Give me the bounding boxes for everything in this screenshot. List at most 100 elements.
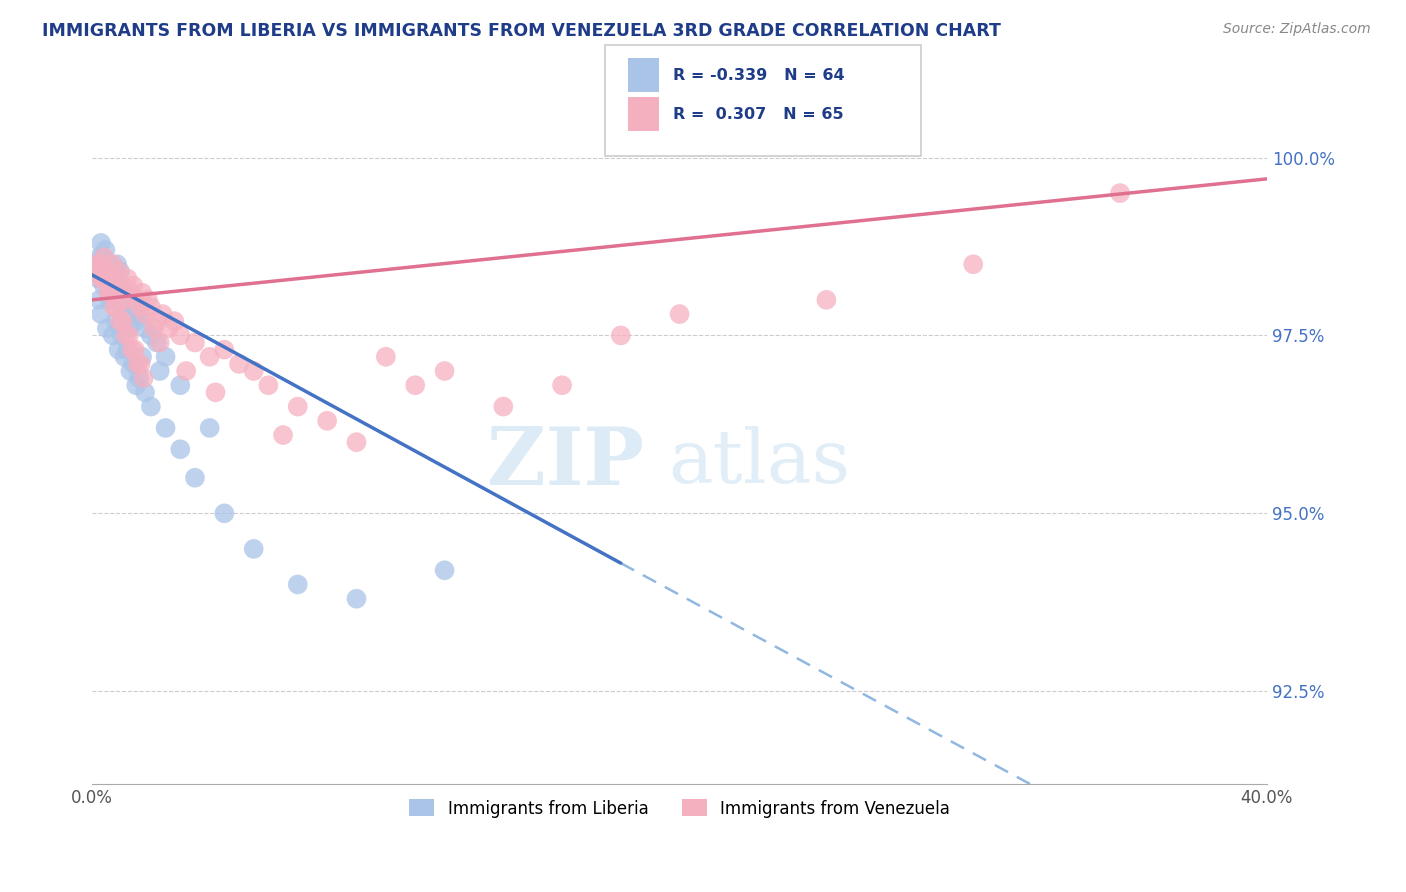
Point — [163, 314, 186, 328]
Point — [125, 293, 148, 307]
Point — [97, 285, 120, 300]
Point — [94, 243, 117, 257]
Point — [124, 343, 146, 357]
Point — [128, 307, 150, 321]
Point — [374, 350, 396, 364]
Point — [104, 271, 127, 285]
Point — [103, 278, 125, 293]
Point — [146, 335, 169, 350]
Point — [114, 350, 136, 364]
Point — [204, 385, 226, 400]
Point — [96, 321, 118, 335]
Point — [169, 328, 191, 343]
Point — [94, 264, 117, 278]
Point — [128, 371, 150, 385]
Point — [110, 328, 132, 343]
Point — [97, 257, 120, 271]
Point — [86, 257, 108, 271]
Point — [149, 335, 172, 350]
Point — [101, 328, 124, 343]
Point — [107, 264, 129, 278]
Point — [134, 385, 156, 400]
Point — [492, 400, 515, 414]
Point — [316, 414, 339, 428]
Point — [104, 314, 127, 328]
Point — [146, 314, 169, 328]
Point — [404, 378, 426, 392]
Point — [136, 293, 159, 307]
Text: R = -0.339   N = 64: R = -0.339 N = 64 — [673, 69, 845, 83]
Point — [346, 435, 368, 450]
Point — [94, 271, 117, 285]
Point — [117, 293, 139, 307]
Point — [96, 264, 118, 278]
Point — [108, 264, 131, 278]
Point — [1109, 186, 1132, 200]
Point — [132, 371, 155, 385]
Point — [118, 321, 141, 335]
Text: IMMIGRANTS FROM LIBERIA VS IMMIGRANTS FROM VENEZUELA 3RD GRADE CORRELATION CHART: IMMIGRANTS FROM LIBERIA VS IMMIGRANTS FR… — [42, 22, 1001, 40]
Point — [120, 285, 142, 300]
Point — [90, 235, 112, 250]
Point — [107, 285, 129, 300]
Point — [96, 264, 118, 278]
Point — [142, 321, 165, 335]
Text: ZIP: ZIP — [488, 424, 644, 502]
Point — [242, 541, 264, 556]
Point — [93, 278, 115, 293]
Point — [214, 343, 236, 357]
Point — [152, 307, 174, 321]
Point — [610, 328, 633, 343]
Point — [131, 350, 153, 364]
Point — [120, 364, 142, 378]
Point — [346, 591, 368, 606]
Legend: Immigrants from Liberia, Immigrants from Venezuela: Immigrants from Liberia, Immigrants from… — [402, 793, 956, 824]
Point — [551, 378, 574, 392]
Point — [962, 257, 984, 271]
Point — [184, 471, 207, 485]
Point — [89, 257, 111, 271]
Point — [98, 278, 121, 293]
Point — [433, 364, 456, 378]
Point — [101, 257, 124, 271]
Text: Source: ZipAtlas.com: Source: ZipAtlas.com — [1223, 22, 1371, 37]
Point — [287, 577, 309, 591]
Point — [117, 343, 139, 357]
Point — [105, 300, 128, 314]
Text: atlas: atlas — [668, 426, 849, 500]
Point — [128, 300, 150, 314]
Point — [242, 364, 264, 378]
Point — [115, 307, 138, 321]
Point — [174, 364, 197, 378]
Point — [101, 293, 124, 307]
Point — [125, 378, 148, 392]
Point — [91, 271, 114, 285]
Point — [815, 293, 838, 307]
Point — [111, 307, 134, 321]
Point — [111, 300, 134, 314]
Point — [100, 285, 122, 300]
Point — [433, 563, 456, 577]
Point — [90, 307, 112, 321]
Point — [89, 250, 111, 264]
Point — [122, 300, 145, 314]
Point — [84, 264, 107, 278]
Point — [134, 321, 156, 335]
Point — [105, 257, 128, 271]
Point — [114, 293, 136, 307]
Point — [228, 357, 250, 371]
Point — [114, 285, 136, 300]
Point — [93, 250, 115, 264]
Point — [108, 314, 131, 328]
Point — [257, 378, 280, 392]
Point — [87, 257, 110, 271]
Point — [169, 378, 191, 392]
Point — [155, 421, 177, 435]
Point — [98, 271, 121, 285]
Point — [118, 328, 141, 343]
Point — [103, 300, 125, 314]
Point — [125, 314, 148, 328]
Point — [90, 271, 112, 285]
Point — [129, 357, 152, 371]
Point — [122, 278, 145, 293]
